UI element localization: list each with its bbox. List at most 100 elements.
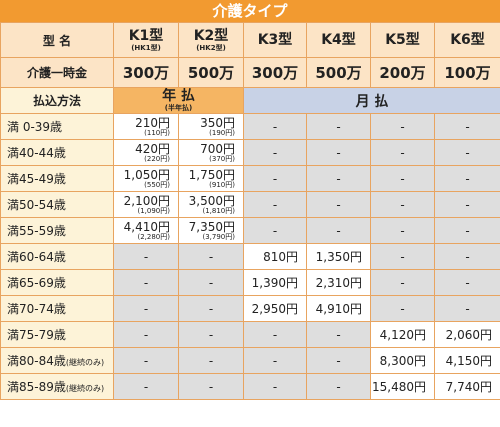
empty-cell: - bbox=[306, 373, 371, 400]
type-sub: (HK2型) bbox=[196, 43, 226, 52]
age-text: 満85-89歳 bbox=[7, 380, 66, 394]
age-label: 満85-89歳(継続のみ) bbox=[0, 373, 114, 400]
type-sub: (HK1型) bbox=[131, 43, 161, 52]
empty-cell: - bbox=[243, 139, 307, 166]
premium-cell: 2,950円 bbox=[243, 295, 307, 322]
empty-cell: - bbox=[434, 295, 500, 322]
premium-value: 350円 bbox=[200, 115, 235, 130]
empty-cell: - bbox=[434, 243, 500, 270]
empty-cell: - bbox=[113, 295, 179, 322]
age-row: 満60-64歳 - -810円 1,350円 - - bbox=[0, 243, 500, 270]
annual-label: 年 払 bbox=[162, 88, 195, 104]
type-cell: K6型 bbox=[434, 22, 500, 58]
empty-cell: - bbox=[370, 269, 435, 296]
empty-cell: - bbox=[306, 139, 371, 166]
premium-cell: 3,500円 (1,810円) bbox=[178, 191, 244, 218]
premium-half: (3,790円) bbox=[202, 232, 235, 241]
type-label: 型 名 bbox=[0, 22, 114, 58]
empty-cell: - bbox=[113, 321, 179, 348]
premium-cell: 15,480円 bbox=[370, 373, 435, 400]
premium-value: 1,390円 bbox=[251, 275, 298, 290]
empty-cell: - bbox=[306, 347, 371, 374]
empty-cell: - bbox=[243, 347, 307, 374]
age-note: (継続のみ) bbox=[65, 358, 105, 367]
empty-cell: - bbox=[370, 217, 435, 244]
premium-cell: 810円 bbox=[243, 243, 307, 270]
empty-cell: - bbox=[306, 113, 371, 140]
premium-value: 2,310円 bbox=[315, 275, 362, 290]
empty-cell: - bbox=[113, 347, 179, 374]
empty-cell: - bbox=[306, 321, 371, 348]
premium-half: (370円) bbox=[209, 154, 235, 163]
age-text: 満80-84歳 bbox=[7, 354, 66, 368]
age-text: 満40-44歳 bbox=[7, 146, 66, 160]
empty-cell: - bbox=[434, 191, 500, 218]
age-row: 満 0-39歳 210円 (110円) 350円 (190円) - - - - bbox=[0, 113, 500, 140]
premium-cell: 2,060円 bbox=[434, 321, 500, 348]
empty-cell: - bbox=[243, 217, 307, 244]
type-name: K1型 bbox=[128, 27, 164, 44]
premium-half: (190円) bbox=[209, 128, 235, 137]
table-body: 型 名 K1型 (HK1型) K2型 (HK2型) K3型 K4型 K5型 K6型 介護一時金 30… bbox=[0, 22, 500, 400]
benefit-cell: 300万 bbox=[113, 57, 179, 88]
age-label: 満80-84歳(継続のみ) bbox=[0, 347, 114, 374]
premium-half: (550円) bbox=[144, 180, 170, 189]
type-name: K3型 bbox=[257, 31, 293, 48]
premium-value: 4,120円 bbox=[379, 327, 426, 342]
age-label: 満75-79歳 bbox=[0, 321, 114, 348]
annual-sub: (半年払) bbox=[164, 104, 193, 112]
empty-cell: - bbox=[113, 243, 179, 270]
type-name: K6型 bbox=[450, 31, 485, 48]
monthly-header: 月 払 bbox=[243, 87, 500, 114]
type-row: 型 名 K1型 (HK1型) K2型 (HK2型) K3型 K4型 K5型 K6型 bbox=[0, 22, 500, 58]
benefit-label: 介護一時金 bbox=[0, 57, 114, 88]
type-cell: K2型 (HK2型) bbox=[178, 22, 244, 58]
benefit-cell: 500万 bbox=[178, 57, 244, 88]
premium-cell: 1,750円 (910円) bbox=[178, 165, 244, 192]
premium-cell: 8,300円 bbox=[370, 347, 435, 374]
benefit-cell: 100万 bbox=[434, 57, 500, 88]
premium-half: (110円) bbox=[144, 128, 170, 137]
premium-half: (1,090円) bbox=[137, 206, 170, 215]
empty-cell: - bbox=[370, 113, 435, 140]
age-text: 満75-79歳 bbox=[7, 328, 66, 342]
age-text: 満65-69歳 bbox=[7, 276, 66, 290]
empty-cell: - bbox=[370, 191, 435, 218]
age-text: 満70-74歳 bbox=[7, 302, 66, 316]
premium-value: 1,350円 bbox=[315, 249, 362, 264]
empty-cell: - bbox=[370, 295, 435, 322]
premium-cell: 2,100円 (1,090円) bbox=[113, 191, 179, 218]
empty-cell: - bbox=[178, 321, 244, 348]
premium-value: 4,910円 bbox=[315, 301, 362, 316]
empty-cell: - bbox=[434, 139, 500, 166]
age-row: 満40-44歳 420円 (220円) 700円 (370円) - - - - bbox=[0, 139, 500, 166]
age-label: 満40-44歳 bbox=[0, 139, 114, 166]
age-label: 満65-69歳 bbox=[0, 269, 114, 296]
premium-value: 1,050円 bbox=[123, 167, 170, 182]
premium-table: 型 名 K1型 (HK1型) K2型 (HK2型) K3型 K4型 K5型 K6型 介護一時金 30… bbox=[0, 22, 500, 400]
benefit-row: 介護一時金 300万 500万 300万 500万 200万 100万 bbox=[0, 57, 500, 88]
premium-half: (220円) bbox=[144, 154, 170, 163]
age-row: 満80-84歳(継続のみ) - - - -8,300円 4,150円 bbox=[0, 347, 500, 374]
premium-value: 15,480円 bbox=[372, 379, 426, 394]
empty-cell: - bbox=[370, 139, 435, 166]
premium-value: 210円 bbox=[135, 115, 170, 130]
age-label: 満60-64歳 bbox=[0, 243, 114, 270]
age-label: 満50-54歳 bbox=[0, 191, 114, 218]
empty-cell: - bbox=[306, 191, 371, 218]
empty-cell: - bbox=[306, 165, 371, 192]
age-text: 満55-59歳 bbox=[7, 224, 66, 238]
premium-cell: 4,120円 bbox=[370, 321, 435, 348]
title-bar: 介護タイプ bbox=[0, 0, 500, 22]
type-cell: K4型 bbox=[306, 22, 371, 58]
premium-value: 1,750円 bbox=[188, 167, 235, 182]
empty-cell: - bbox=[370, 165, 435, 192]
premium-cell: 210円 (110円) bbox=[113, 113, 179, 140]
age-row: 満75-79歳 - - - -4,120円 2,060円 bbox=[0, 321, 500, 348]
type-name: K4型 bbox=[321, 31, 356, 48]
empty-cell: - bbox=[434, 269, 500, 296]
empty-cell: - bbox=[243, 165, 307, 192]
premium-cell: 420円 (220円) bbox=[113, 139, 179, 166]
premium-half: (2,280円) bbox=[137, 232, 170, 241]
